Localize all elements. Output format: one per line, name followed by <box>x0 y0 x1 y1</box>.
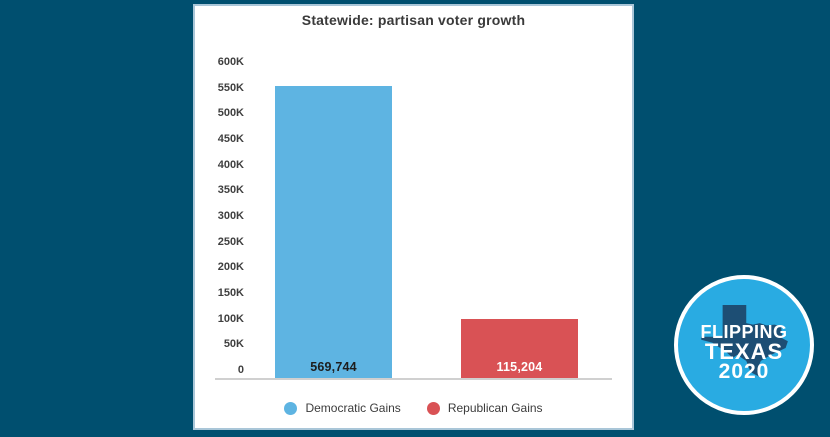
legend-item-democratic-gains[interactable]: Democratic Gains <box>284 401 401 415</box>
badge-line-texas: TEXAS <box>704 339 784 364</box>
y-tick-label: 350K <box>217 184 244 197</box>
chart-title: Statewide: partisan voter growth <box>301 12 526 28</box>
y-tick-label: 0 <box>237 364 244 376</box>
x-axis-line <box>215 378 612 380</box>
y-axis: 0 50K 100K 150K 200K 250K 300K 350K 400K 450K 500K… <box>195 6 244 428</box>
y-tick-label: 500K <box>217 107 244 120</box>
bar-value-label: 115,204 <box>496 360 543 374</box>
legend-label-democratic: Democratic Gains <box>305 401 401 415</box>
chart-area: Statewide: partisan voter growth 0 50K 100… <box>195 6 632 428</box>
y-tick-label: 450K <box>217 133 244 145</box>
y-tick-label: 50K <box>223 338 244 351</box>
y-tick-label: 300K <box>217 210 244 222</box>
texas-outline-icon <box>701 305 788 378</box>
y-tick-label: 250K <box>217 235 244 248</box>
bar-democratic-gains[interactable]: 569,744 <box>275 86 392 378</box>
y-tick-label: 100K <box>217 312 244 325</box>
y-tick-label: 600K <box>217 56 244 68</box>
chart-legend: Democratic Gains Republican Gains <box>195 398 632 418</box>
flipping-texas-2020-badge: FLIPPING TEXAS 2020 <box>674 275 814 415</box>
chart-card: Statewide: partisan voter growth 0 50K 100… <box>193 4 634 430</box>
bar-value-label: 569,744 <box>310 360 357 374</box>
bar-republican-gains[interactable]: 115,204 <box>461 319 578 378</box>
badge-text: FLIPPING TEXAS 2020 <box>678 322 810 383</box>
legend-label-republican: Republican Gains <box>447 401 543 415</box>
badge-line-2020: 2020 <box>718 360 770 383</box>
legend-swatch-democratic-icon <box>284 401 298 415</box>
badge-line-flipping: FLIPPING <box>700 322 788 342</box>
y-tick-label: 550K <box>217 81 244 94</box>
plot-area: 569,744 115,204 <box>195 6 632 428</box>
y-tick-label: 150K <box>217 287 244 299</box>
legend-item-republican-gains[interactable]: Republican Gains <box>426 401 543 415</box>
y-tick-label: 200K <box>217 261 244 274</box>
y-tick-label: 400K <box>217 158 244 171</box>
legend-swatch-republican-icon <box>426 401 440 415</box>
